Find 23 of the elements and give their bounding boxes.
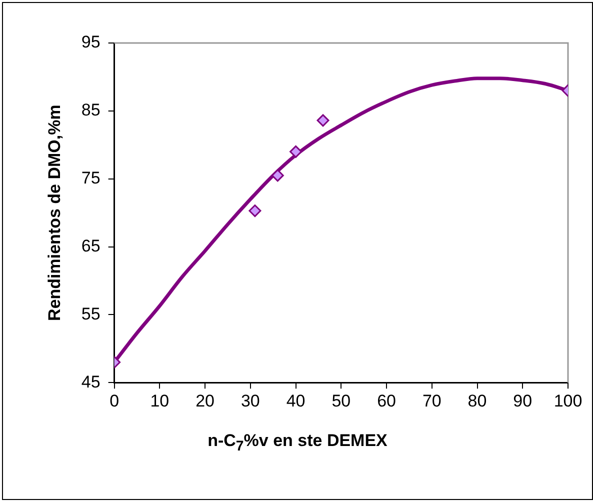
point xyxy=(248,204,262,218)
point xyxy=(290,145,302,158)
x-axis-title: n-C$_{7}$%v en ste DEMEX xyxy=(206,431,388,454)
x-tick-label: 70 xyxy=(422,391,442,410)
y-tick-label: 45 xyxy=(81,372,100,392)
y-tick-label: 65 xyxy=(81,236,100,256)
x-tick-label: 0 xyxy=(110,391,120,410)
x-tick-label: 30 xyxy=(240,391,260,410)
y-tick-label: 85 xyxy=(81,100,100,120)
x-tick-label: 20 xyxy=(196,391,215,410)
x-tick-label: 100 xyxy=(554,391,582,410)
x-tick-label: 60 xyxy=(377,391,396,410)
point xyxy=(271,169,284,182)
x-tick-label: 90 xyxy=(513,391,532,410)
x-tick-label: 10 xyxy=(150,391,170,410)
x-tick-label: 40 xyxy=(286,391,306,410)
point xyxy=(316,114,330,127)
x-tick-label: 80 xyxy=(468,391,487,410)
x-tick-label: 50 xyxy=(332,391,351,410)
y-tick-label: 75 xyxy=(81,168,100,188)
y-tick-label: 55 xyxy=(81,304,100,324)
y-axis-title: Rendimientos de DMO,%m xyxy=(44,104,64,321)
y-tick-label: 95 xyxy=(81,32,100,52)
